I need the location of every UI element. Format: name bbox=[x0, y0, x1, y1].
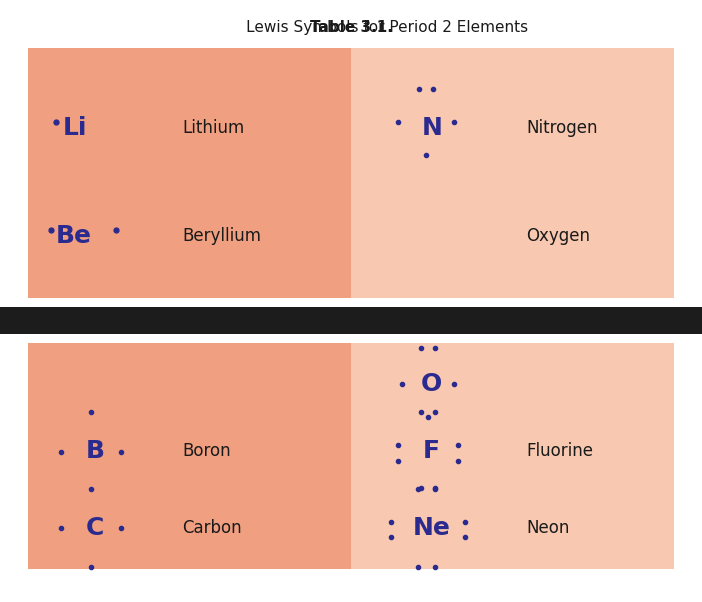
Text: Lewis Symbols for Period 2 Elements: Lewis Symbols for Period 2 Elements bbox=[173, 20, 529, 34]
Text: Boron: Boron bbox=[183, 442, 231, 461]
Text: Lithium: Lithium bbox=[183, 119, 245, 137]
Bar bbox=[28, 48, 351, 298]
Text: Fluorine: Fluorine bbox=[526, 442, 593, 461]
Text: Neon: Neon bbox=[526, 520, 570, 537]
Text: Li: Li bbox=[63, 116, 88, 140]
Text: F: F bbox=[423, 439, 440, 464]
Text: O: O bbox=[421, 372, 442, 396]
Text: Be: Be bbox=[56, 223, 92, 247]
Text: B: B bbox=[85, 439, 105, 464]
Bar bbox=[28, 343, 351, 569]
Text: Nitrogen: Nitrogen bbox=[526, 119, 598, 137]
Bar bbox=[0, 307, 702, 334]
Bar bbox=[351, 48, 674, 298]
Text: N: N bbox=[421, 116, 442, 140]
Text: Carbon: Carbon bbox=[183, 520, 242, 537]
Text: Beryllium: Beryllium bbox=[183, 226, 262, 244]
Text: Oxygen: Oxygen bbox=[526, 226, 590, 244]
Text: Table 3.1.: Table 3.1. bbox=[310, 20, 392, 34]
Text: C: C bbox=[86, 517, 104, 540]
Text: Ne: Ne bbox=[413, 517, 451, 540]
Bar bbox=[351, 343, 674, 569]
